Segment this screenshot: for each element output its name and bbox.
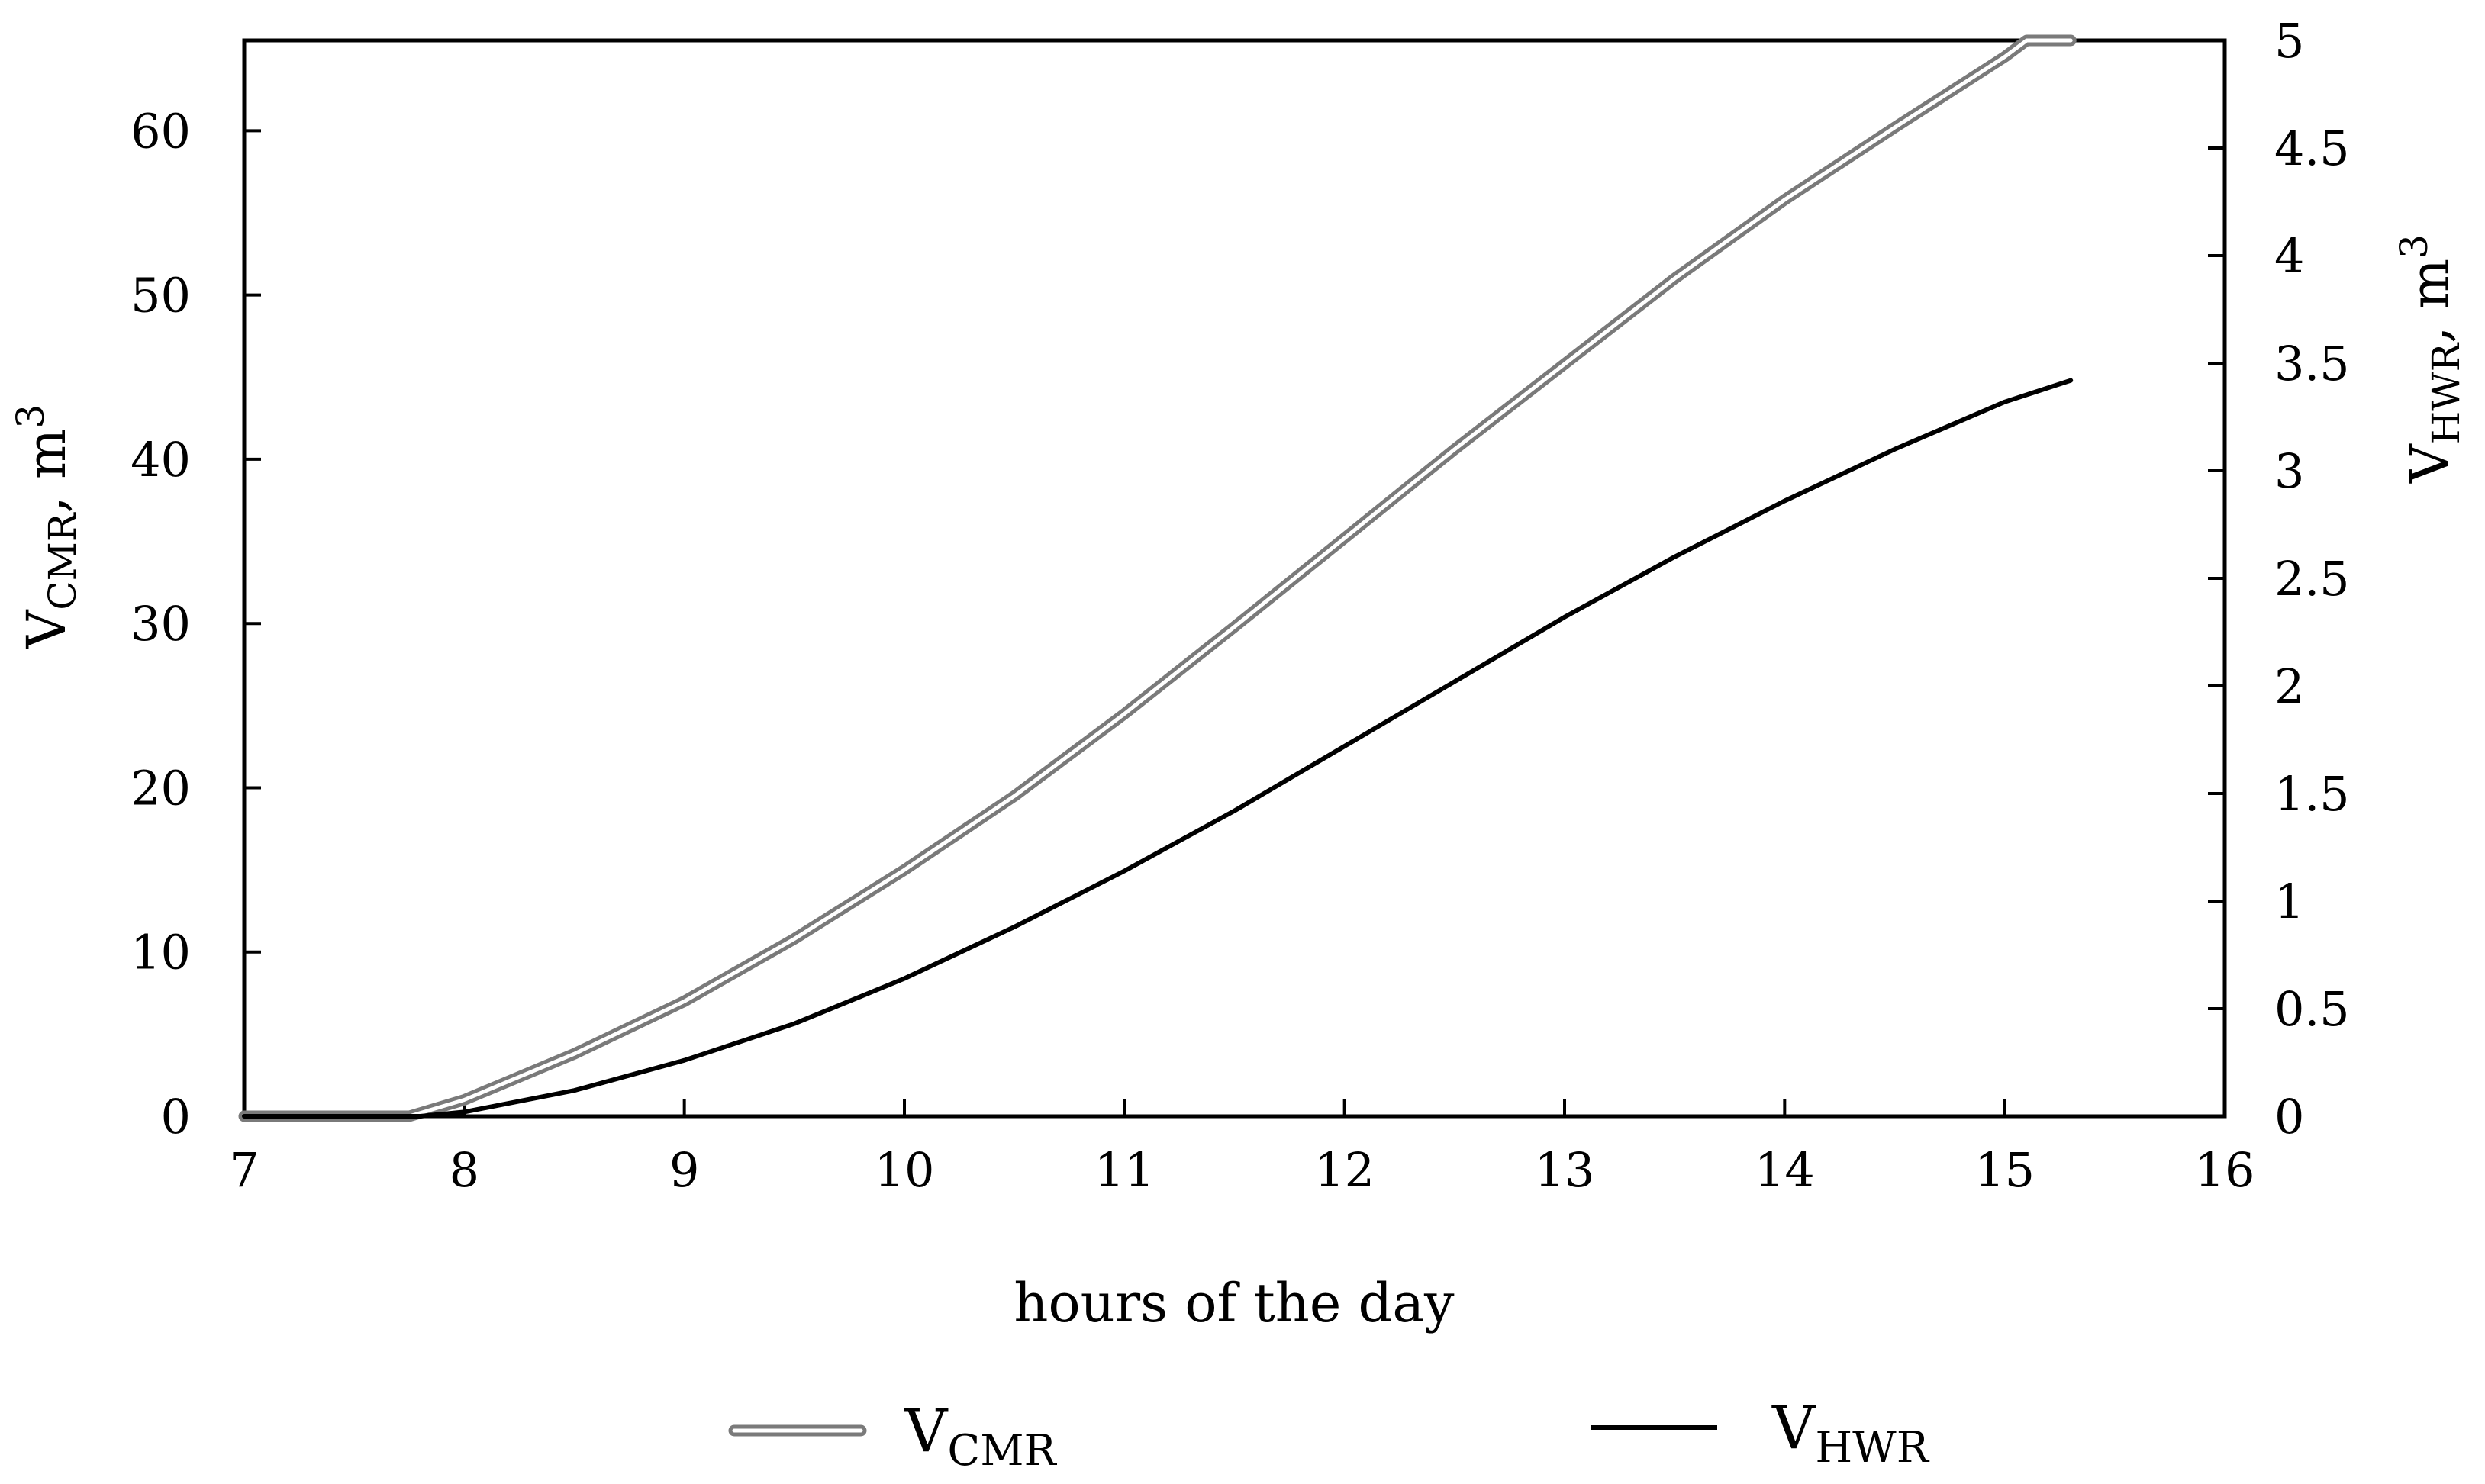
series-line-v-hwr — [242, 378, 2074, 1119]
left-y-tick-label: 30 — [131, 596, 191, 652]
x-tick-label: 10 — [875, 1142, 935, 1198]
x-tick-label: 11 — [1094, 1142, 1155, 1198]
right-y-tick-label: 0 — [2274, 1089, 2304, 1144]
x-tick-label: 16 — [2195, 1142, 2255, 1198]
series-line-v-cmr — [238, 34, 2077, 1122]
right-y-tick-label: 0.5 — [2274, 981, 2350, 1037]
left-y-tick-label: 60 — [131, 103, 191, 159]
plot-frame — [242, 38, 2227, 1119]
right-y-tick-label: 2 — [2274, 658, 2304, 714]
x-tick-label: 9 — [669, 1142, 699, 1198]
legend-item-v-cmr: VCMR — [728, 1397, 1058, 1476]
legend-item-v-hwr: VHWR — [1591, 1394, 1930, 1473]
right-y-axis-title: VHWR, m3 — [2392, 234, 2468, 484]
left-y-tick-label: 50 — [131, 268, 191, 324]
right-y-tick-label: 4 — [2274, 228, 2304, 284]
legend-label-v-hwr: VHWR — [1771, 1394, 1930, 1473]
series-line-v-cmr-inner — [242, 38, 2073, 1119]
right-y-tick-label: 3 — [2274, 443, 2304, 499]
left-y-tick-label: 40 — [131, 432, 191, 488]
left-y-tick-label: 0 — [161, 1089, 191, 1144]
x-tick-label: 14 — [1755, 1142, 1815, 1198]
x-tick-label: 7 — [229, 1142, 259, 1198]
x-tick-label: 8 — [450, 1142, 479, 1198]
x-axis-ticks: 7 8 9 10 11 12 13 14 15 16 — [229, 1099, 2255, 1198]
legend-label-v-cmr: VCMR — [904, 1397, 1058, 1476]
right-y-axis-ticks: 0 0.5 1 1.5 2 2.5 3 3.5 4 4.5 5 — [2208, 13, 2350, 1144]
right-y-tick-label: 1 — [2274, 874, 2304, 929]
right-y-tick-label: 2.5 — [2274, 551, 2350, 607]
x-axis-title: hours of the day — [1014, 1272, 1455, 1334]
right-y-tick-label: 5 — [2274, 13, 2304, 69]
x-tick-label: 12 — [1314, 1142, 1375, 1198]
left-y-axis-title: VCMR, m3 — [8, 404, 85, 649]
left-y-tick-label: 20 — [131, 760, 191, 816]
series-layer — [238, 34, 2077, 1122]
legend: VCMR VHWR — [728, 1394, 1930, 1476]
x-tick-label: 13 — [1535, 1142, 1595, 1198]
right-y-tick-label: 1.5 — [2274, 766, 2350, 822]
left-y-tick-label: 10 — [131, 925, 191, 980]
right-y-tick-label: 4.5 — [2274, 121, 2350, 176]
x-tick-label: 15 — [1974, 1142, 2035, 1198]
left-y-axis-ticks: 0 10 20 30 40 50 60 — [131, 103, 261, 1144]
right-y-tick-label: 3.5 — [2274, 336, 2350, 391]
